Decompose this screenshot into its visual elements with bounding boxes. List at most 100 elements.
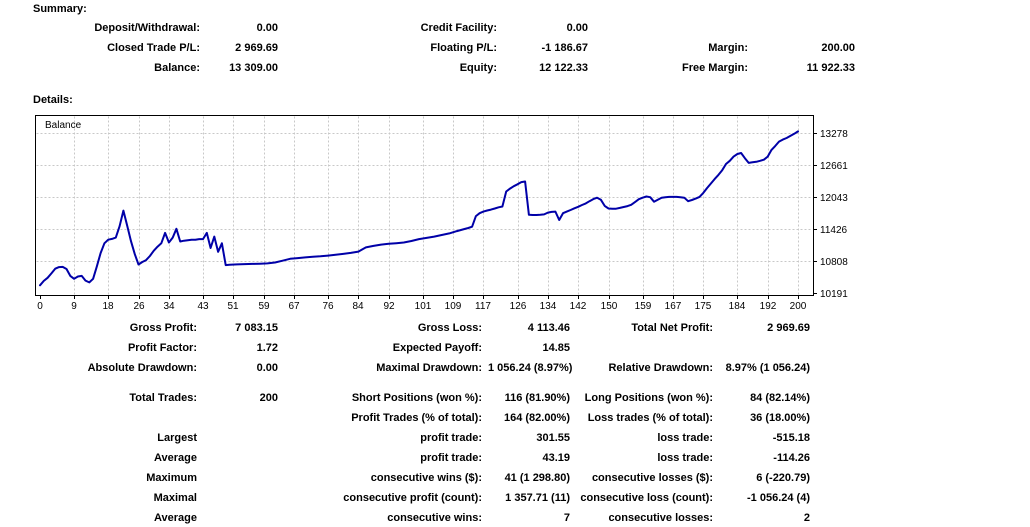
largest-row-header: Largest: [157, 432, 197, 444]
average-profit-trade-label: profit trade:: [420, 452, 482, 464]
maximal-drawdown-label: Maximal Drawdown:: [376, 362, 482, 374]
chart-x-tick-label: 9: [71, 301, 77, 312]
absolute-drawdown-value: 0.00: [256, 362, 278, 374]
chart-x-tick-label: 192: [760, 301, 777, 312]
balance-label: Balance:: [154, 62, 200, 74]
average-row-header: Average: [153, 452, 197, 464]
average-loss-trade-value: -114.26: [773, 452, 810, 464]
equity-label: Equity:: [459, 62, 497, 74]
gross-profit-label: Gross Profit:: [129, 322, 197, 334]
margin-value: 200.00: [821, 42, 855, 54]
total-net-profit-label: Total Net Profit:: [631, 322, 713, 334]
relative-drawdown-label: Relative Drawdown:: [608, 362, 713, 374]
floating-pl-value: -1 186.67: [541, 42, 588, 54]
deposit-withdrawal-value: 0.00: [256, 22, 278, 34]
summary-heading: Summary:: [33, 3, 87, 15]
chart-y-tick-label: 10191: [820, 289, 848, 300]
relative-drawdown-value: 8.97% (1 056.24): [725, 362, 810, 374]
chart-x-tick-label: 51: [227, 301, 239, 312]
expected-payoff-value: 14.85: [542, 342, 570, 354]
maximal-consecutive-profit-label: consecutive profit (count):: [343, 492, 482, 504]
gross-loss-value: 4 113.46: [527, 322, 570, 334]
long-positions-value: 84 (82.14%): [750, 392, 810, 404]
chart-x-tick-label: 92: [383, 301, 395, 312]
profit-trades-value: 164 (82.00%): [503, 412, 570, 424]
absolute-drawdown-label: Absolute Drawdown:: [87, 362, 197, 374]
credit-facility-label: Credit Facility:: [420, 22, 497, 34]
chart-x-tick-label: 117: [475, 301, 491, 312]
max-consecutive-losses-value: 6 (-220.79): [756, 472, 810, 484]
chart-x-tick-label: 200: [790, 301, 807, 312]
max-consecutive-wins-value: 41 (1 298.80): [504, 472, 570, 484]
free-margin-label: Free Margin:: [681, 62, 748, 74]
chart-x-tick-label: 84: [352, 301, 364, 312]
average-loss-trade-label: loss trade:: [657, 452, 713, 464]
balance-value: 13 309.00: [229, 62, 278, 74]
short-positions-value: 116 (81.90%): [504, 392, 570, 404]
chart-x-tick-label: 109: [445, 301, 462, 312]
chart-x-tick-label: 101: [415, 301, 432, 312]
loss-trades-label: Loss trades (% of total):: [587, 412, 713, 424]
balance-line: [39, 130, 799, 287]
floating-pl-label: Floating P/L:: [430, 42, 497, 54]
total-net-profit-value: 2 969.69: [767, 322, 810, 334]
max-consecutive-losses-label: consecutive losses ($):: [591, 472, 713, 484]
chart-x-tick-label: 59: [258, 301, 270, 312]
chart-x-tick-label: 150: [601, 301, 618, 312]
chart-x-tick-label: 175: [695, 301, 712, 312]
chart-x-tick-label: 26: [133, 301, 145, 312]
credit-facility-value: 0.00: [566, 22, 588, 34]
maximal-consecutive-loss-label: consecutive loss (count):: [580, 492, 713, 504]
chart-x-tick-label: 159: [635, 301, 652, 312]
short-positions-label: Short Positions (won %):: [351, 392, 482, 404]
total-trades-label: Total Trades:: [129, 392, 197, 404]
gross-profit-value: 7 083.15: [235, 322, 278, 334]
details-heading: Details:: [33, 94, 73, 106]
avg-consecutive-wins-label: consecutive wins:: [387, 512, 482, 524]
equity-value: 12 122.33: [539, 62, 588, 74]
maximum-row-header: Maximum: [146, 472, 197, 484]
chart-y-tick-label: 12043: [820, 193, 848, 204]
chart-y-tick-label: 12661: [820, 161, 848, 172]
largest-profit-trade-value: 301.55: [536, 432, 570, 444]
avg-consecutive-losses-label: consecutive losses:: [608, 512, 713, 524]
chart-x-tick-label: 43: [197, 301, 209, 312]
chart-y-tick-label: 10808: [820, 257, 848, 268]
maximal-consecutive-loss-value: -1 056.24 (4): [747, 492, 810, 504]
chart-plot-frame: [35, 115, 814, 296]
max-consecutive-wins-label: consecutive wins ($):: [370, 472, 482, 484]
chart-x-tick-label: 126: [510, 301, 527, 312]
maximal-consecutive-profit-value: 1 357.71 (11): [505, 492, 570, 504]
chart-y-tick-label: 11426: [820, 225, 848, 236]
avg-consecutive-wins-value: 7: [563, 512, 570, 524]
average-count-row-header: Average: [153, 512, 197, 524]
closed-trade-pl-label: Closed Trade P/L:: [107, 42, 200, 54]
largest-profit-trade-label: profit trade:: [420, 432, 482, 444]
profit-factor-label: Profit Factor:: [127, 342, 197, 354]
free-margin-value: 11 922.33: [806, 62, 855, 74]
chart-x-tick-label: 76: [322, 301, 334, 312]
average-profit-trade-value: 43.19: [542, 452, 570, 464]
chart-x-tick-label: 142: [570, 301, 587, 312]
margin-label: Margin:: [708, 42, 748, 54]
largest-loss-trade-label: loss trade:: [657, 432, 713, 444]
expected-payoff-label: Expected Payoff:: [392, 342, 482, 354]
chart-x-tick-label: 167: [665, 301, 682, 312]
avg-consecutive-losses-value: 2: [803, 512, 810, 524]
deposit-withdrawal-label: Deposit/Withdrawal:: [94, 22, 200, 34]
profit-factor-value: 1.72: [256, 342, 278, 354]
maximal-drawdown-value: 1 056.24 (8.97%): [488, 362, 573, 374]
maximal-row-header: Maximal: [153, 492, 197, 504]
chart-y-tick-label: 13278: [820, 129, 848, 140]
chart-x-tick-label: 18: [102, 301, 114, 312]
gross-loss-label: Gross Loss:: [417, 322, 482, 334]
chart-x-tick-label: 184: [729, 301, 746, 312]
loss-trades-value: 36 (18.00%): [750, 412, 810, 424]
closed-trade-pl-value: 2 969.69: [235, 42, 278, 54]
chart-x-tick-label: 34: [163, 301, 175, 312]
profit-trades-label: Profit Trades (% of total):: [351, 412, 482, 424]
largest-loss-trade-value: -515.18: [772, 432, 810, 444]
chart-x-tick-label: 0: [37, 301, 43, 312]
